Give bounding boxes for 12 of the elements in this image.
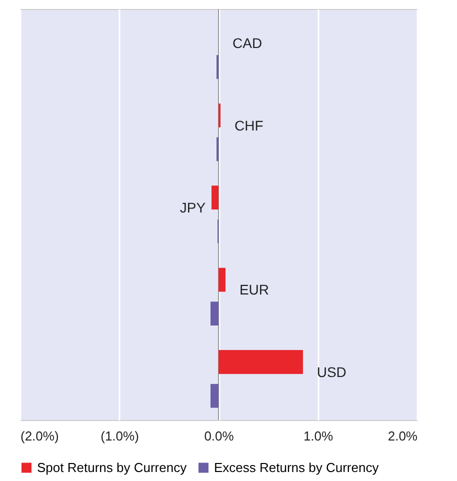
y-tick-label: USD <box>316 364 346 380</box>
x-tick-label: (1.0%) <box>100 428 139 444</box>
legend-label: Spot Returns by Currency <box>37 460 188 475</box>
legend-label: Excess Returns by Currency <box>214 460 380 475</box>
y-tick-label: CAD <box>232 35 262 52</box>
y-tick-label: CHF <box>234 117 264 134</box>
x-tick-label: (2.0%) <box>20 428 59 444</box>
x-tick-label: 1.0% <box>303 428 334 444</box>
y-tick-label: JPY <box>180 200 206 216</box>
y-tick-label: EUR <box>239 282 270 298</box>
x-tick-label: 0.0% <box>204 428 234 444</box>
x-tick-label: 2.0% <box>388 428 418 444</box>
